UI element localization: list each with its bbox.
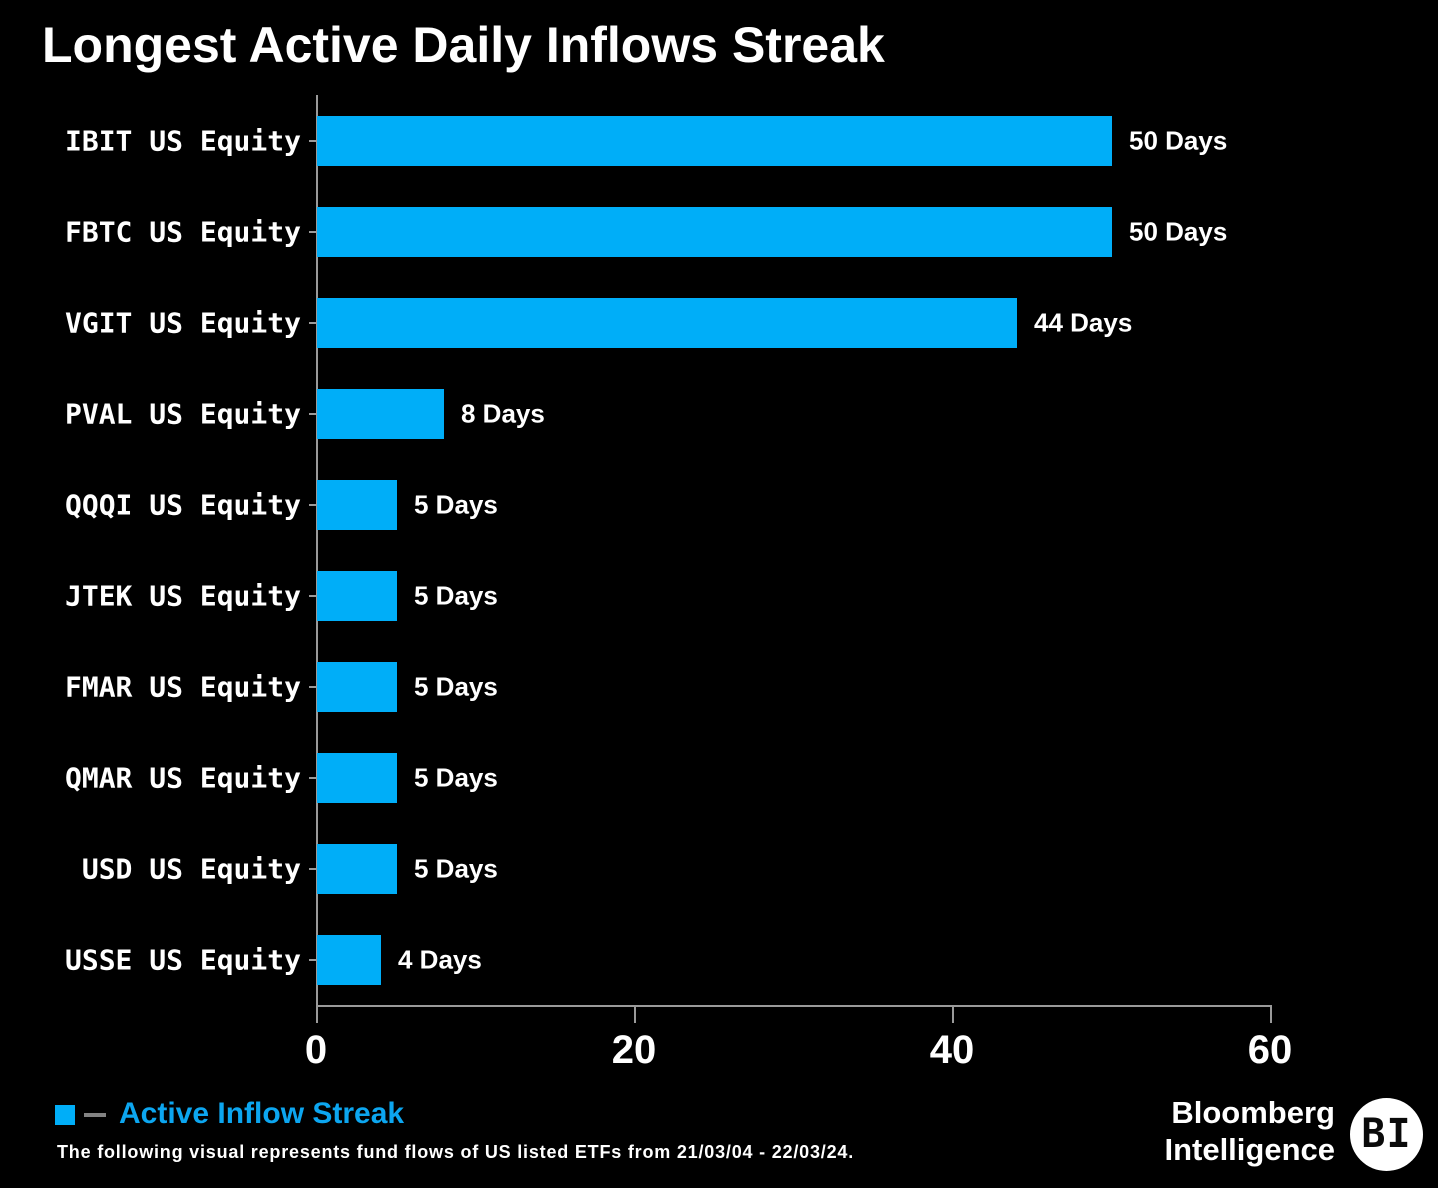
category-label: USD US Equity <box>81 852 301 886</box>
brand-line2: Intelligence <box>1164 1132 1335 1167</box>
bar-value-label: 5 Days <box>414 580 498 611</box>
y-tick <box>309 868 317 870</box>
category-label: FMAR US Equity <box>64 670 301 704</box>
bar-value-label: 5 Days <box>414 671 498 702</box>
y-tick <box>309 777 317 779</box>
x-tick-label: 40 <box>929 1028 975 1072</box>
bar-value-label: 5 Days <box>414 762 498 793</box>
bar <box>317 753 397 803</box>
x-axis-line <box>316 1005 1272 1007</box>
bi-badge-icon: BI <box>1350 1098 1423 1171</box>
brand-line1: Bloomberg <box>1171 1095 1335 1130</box>
category-label: QQQI US Equity <box>64 488 301 522</box>
legend-marker-icon <box>55 1105 75 1125</box>
bar <box>317 116 1112 166</box>
bloomberg-intelligence-logo: Bloomberg Intelligence <box>1040 1094 1335 1168</box>
y-tick <box>309 413 317 415</box>
y-tick <box>309 595 317 597</box>
category-label: IBIT US Equity <box>64 124 301 158</box>
bar <box>317 935 381 985</box>
bar-value-label: 8 Days <box>461 398 545 429</box>
bar <box>317 480 397 530</box>
bar-value-label: 50 Days <box>1129 216 1228 247</box>
y-tick <box>309 322 317 324</box>
bar-value-label: 5 Days <box>414 489 498 520</box>
x-tick-label: 60 <box>1247 1028 1293 1072</box>
category-label: VGIT US Equity <box>64 306 301 340</box>
bar <box>317 571 397 621</box>
bar-value-label: 44 Days <box>1034 307 1133 338</box>
chart-title: Longest Active Daily Inflows Streak <box>42 17 885 73</box>
y-tick <box>309 686 317 688</box>
bar-value-label: 5 Days <box>414 853 498 884</box>
category-label: USSE US Equity <box>64 943 301 977</box>
bar <box>317 844 397 894</box>
bar <box>317 298 1017 348</box>
x-tick <box>952 1007 954 1023</box>
y-tick <box>309 140 317 142</box>
bar <box>317 389 444 439</box>
category-label: QMAR US Equity <box>64 761 301 795</box>
category-label: JTEK US Equity <box>64 579 301 613</box>
bar <box>317 207 1112 257</box>
x-tick <box>316 1007 318 1023</box>
legend-label: Active Inflow Streak <box>119 1097 405 1130</box>
chart-footnote: The following visual represents fund flo… <box>57 1142 854 1162</box>
x-tick <box>634 1007 636 1023</box>
y-axis-line <box>316 95 318 1006</box>
y-tick <box>309 959 317 961</box>
y-tick <box>309 231 317 233</box>
bar-value-label: 4 Days <box>398 944 482 975</box>
category-label: PVAL US Equity <box>64 397 301 431</box>
y-tick <box>309 504 317 506</box>
x-tick-label: 20 <box>611 1028 657 1072</box>
bar <box>317 662 397 712</box>
x-tick-label: 0 <box>304 1028 328 1072</box>
bar-value-label: 50 Days <box>1129 125 1228 156</box>
x-tick <box>1270 1007 1272 1023</box>
category-label: FBTC US Equity <box>64 215 301 249</box>
legend-dash <box>84 1113 106 1117</box>
